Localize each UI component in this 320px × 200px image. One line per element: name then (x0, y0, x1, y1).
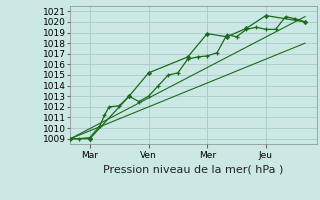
X-axis label: Pression niveau de la mer( hPa ): Pression niveau de la mer( hPa ) (103, 164, 284, 174)
